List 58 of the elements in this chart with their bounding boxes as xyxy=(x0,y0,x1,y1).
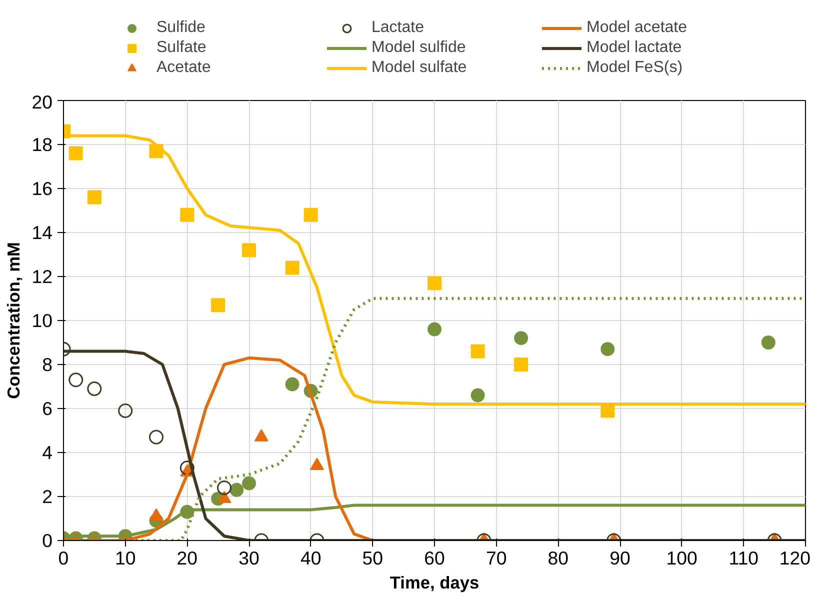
point xyxy=(68,372,84,388)
point xyxy=(428,276,442,290)
x-tick-label: 80 xyxy=(548,548,569,568)
x-axis-title: Time, days xyxy=(390,572,480,592)
y-tick-label: 6 xyxy=(42,398,53,419)
point xyxy=(87,190,102,204)
y-tick-label: 14 xyxy=(32,222,53,243)
point xyxy=(470,344,485,358)
point xyxy=(514,331,528,346)
point xyxy=(428,322,442,336)
x-tick-label: 100 xyxy=(666,548,698,568)
point xyxy=(761,336,776,350)
point xyxy=(285,260,300,275)
x-tick-label: 20 xyxy=(176,548,198,568)
y-tick-label: 8 xyxy=(42,354,53,375)
x-tick-label: 110 xyxy=(728,548,759,568)
point xyxy=(118,403,133,418)
y-tick-label: 4 xyxy=(42,442,53,463)
point xyxy=(285,377,300,392)
point xyxy=(149,508,164,521)
point xyxy=(514,358,528,372)
point xyxy=(242,243,256,258)
y-tick-label: 12 xyxy=(32,266,53,287)
point xyxy=(310,458,324,470)
point xyxy=(600,342,615,356)
point xyxy=(211,298,226,312)
legend-label: Model sulfide xyxy=(372,38,467,56)
x-tick-label: 40 xyxy=(300,548,322,568)
x-tick-label: 90 xyxy=(610,548,630,568)
y-tick-label: 10 xyxy=(32,310,53,331)
x-tick-label: 50 xyxy=(362,548,384,568)
legend-label: Lactate xyxy=(372,18,425,36)
x-tick-label: 60 xyxy=(424,548,445,568)
point xyxy=(470,388,485,402)
point xyxy=(149,430,164,444)
point xyxy=(254,429,268,442)
y-tick-label: 0 xyxy=(42,530,53,551)
x-tick-label: 70 xyxy=(486,548,507,568)
legend-label: Model acetate xyxy=(586,18,688,36)
legend-label: Model lactate xyxy=(586,38,683,56)
y-tick-label: 20 xyxy=(32,92,53,112)
point xyxy=(87,381,102,396)
legend-label: Sulfate xyxy=(156,38,208,56)
point xyxy=(180,208,194,222)
x-tick-label: 30 xyxy=(238,548,260,568)
x-tick-label: 0 xyxy=(58,548,69,568)
y-axis-title: Concentration, mM xyxy=(4,242,24,399)
legend-label: Acetate xyxy=(156,58,212,76)
y-tick-label: 2 xyxy=(42,486,53,507)
point xyxy=(217,490,232,503)
x-tick-label: 10 xyxy=(114,548,136,568)
y-tick-label: 16 xyxy=(32,178,53,199)
legend-label: Sulfide xyxy=(156,18,206,36)
y-tick-label: 18 xyxy=(32,134,53,155)
legend-label: Model FeS(s) xyxy=(586,58,684,76)
x-tick-label: 120 xyxy=(779,548,811,568)
legend-label: Model sulfate xyxy=(372,58,468,76)
point xyxy=(304,208,318,222)
